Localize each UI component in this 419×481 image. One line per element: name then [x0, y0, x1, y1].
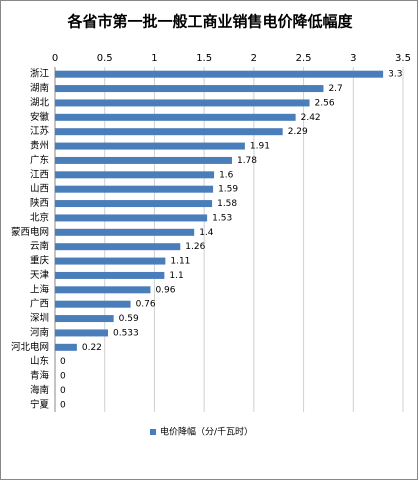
y-tick-label: 广东 [30, 154, 49, 166]
data-label: 0 [60, 372, 66, 382]
data-label: 2.42 [301, 113, 321, 123]
data-label: 0.59 [119, 314, 139, 324]
bar [55, 286, 151, 294]
bar [55, 142, 245, 150]
y-tick-label: 宁夏 [30, 398, 50, 410]
chart-title: 各省市第一批一般工商业销售电价降低幅度 [66, 13, 353, 31]
x-tick-label: 3.5 [395, 53, 411, 64]
data-label: 1.4 [199, 228, 214, 238]
y-tick-label: 湖南 [30, 82, 49, 94]
data-label: 0.22 [82, 343, 102, 353]
y-tick-label: 蒙西电网 [11, 226, 49, 238]
bar [55, 300, 131, 308]
y-tick-label: 河南 [30, 326, 49, 338]
data-label: 1.1 [169, 271, 183, 281]
y-tick-label: 深圳 [30, 313, 49, 324]
bar [55, 128, 283, 136]
bar [55, 271, 165, 279]
x-tick-label: 2.5 [296, 53, 312, 64]
bar [55, 243, 181, 251]
data-label: 2.56 [315, 98, 335, 108]
data-label: 2.29 [288, 127, 308, 137]
data-label: 1.91 [250, 142, 270, 152]
data-label: 0.533 [113, 328, 139, 338]
bar [55, 329, 108, 337]
data-label: 0 [60, 386, 66, 396]
y-tick-label: 陕西 [30, 197, 49, 209]
y-tick-label: 广西 [30, 298, 49, 310]
y-tick-label: 云南 [30, 240, 49, 252]
bar [55, 257, 166, 265]
y-tick-label: 贵州 [30, 140, 49, 152]
bar [55, 156, 232, 164]
y-tick-label: 河北电网 [11, 341, 49, 353]
x-tick-label: 1 [151, 53, 157, 64]
data-label: 0 [60, 357, 66, 367]
y-tick-label: 海南 [30, 384, 49, 396]
data-label: 1.78 [237, 156, 257, 166]
bar [55, 70, 384, 78]
y-tick-label: 北京 [30, 211, 49, 223]
y-tick-label: 安徽 [30, 111, 50, 123]
data-label: 0.96 [155, 285, 175, 295]
x-tick-label: 3 [350, 53, 356, 64]
x-tick-label: 2 [251, 53, 257, 64]
y-tick-label: 重庆 [30, 255, 50, 267]
data-label: 1.59 [218, 185, 238, 195]
bar [55, 214, 208, 222]
bar [55, 343, 77, 351]
data-label: 1.26 [185, 242, 205, 252]
y-tick-label: 天津 [30, 270, 50, 281]
y-tick-label: 山西 [30, 184, 49, 195]
bar [55, 99, 310, 107]
legend-swatch [150, 429, 156, 435]
bar [55, 315, 114, 323]
data-label: 0 [60, 400, 66, 410]
bar [55, 185, 214, 193]
x-tick-label: 0.5 [97, 53, 113, 64]
bar [55, 171, 215, 179]
x-tick-label: 0 [52, 53, 58, 64]
data-label: 0.76 [136, 300, 156, 310]
y-tick-label: 江西 [30, 169, 49, 180]
y-tick-label: 湖北 [30, 97, 50, 108]
data-label: 1.6 [219, 170, 234, 180]
y-tick-label: 山东 [30, 355, 49, 367]
y-tick-label: 青海 [30, 370, 50, 382]
data-label: 1.53 [212, 213, 232, 223]
legend-label: 电价降幅（分/千瓦时） [160, 426, 253, 438]
bar [55, 200, 213, 208]
y-tick-label: 上海 [30, 283, 50, 295]
bar [55, 228, 195, 236]
y-tick-label: 浙江 [30, 68, 50, 80]
data-label: 1.58 [217, 199, 237, 209]
data-label: 3.3 [388, 70, 402, 80]
data-label: 1.11 [170, 257, 190, 267]
y-tick-label: 江苏 [30, 125, 50, 137]
x-tick-label: 1.5 [196, 53, 212, 64]
bar [55, 85, 324, 93]
data-label: 2.7 [328, 84, 342, 94]
bar [55, 113, 296, 121]
